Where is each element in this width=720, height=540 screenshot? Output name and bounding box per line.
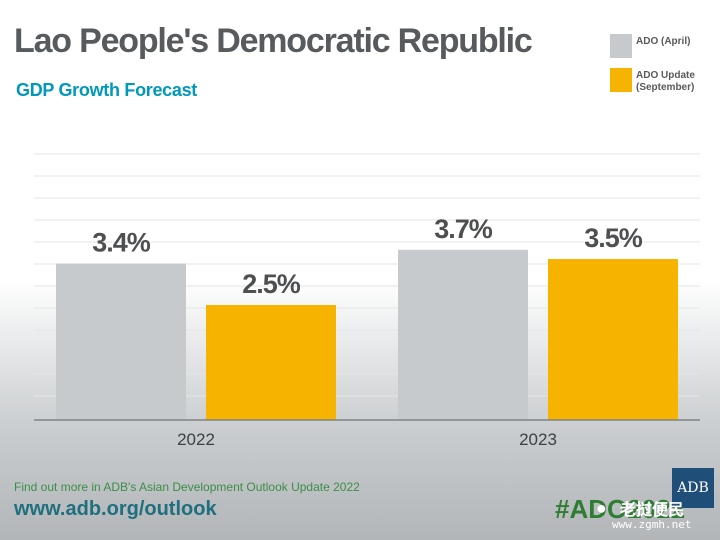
data-label-april-2023: 3.7% [434, 214, 493, 244]
adb-logo: ADB [672, 468, 714, 508]
bar-april-2023 [398, 249, 528, 420]
bar-april-2022 [56, 263, 186, 420]
legend-label-april: ADO (April) [636, 36, 691, 47]
wechat-icon: ● [596, 498, 607, 518]
footer-text: Find out more in ADB's Asian Development… [14, 480, 360, 494]
bar-update-2022 [206, 305, 336, 420]
footer-url-link[interactable]: www.adb.org/outlook [14, 498, 217, 520]
data-label-april-2022: 3.4% [92, 228, 151, 258]
watermark-url: www.zgmh.net [612, 518, 692, 531]
chart-subtitle: GDP Growth Forecast [16, 80, 198, 100]
x-tick-label-2022: 2022 [177, 430, 215, 449]
legend-label-update: ADO Update (September) [636, 70, 695, 93]
watermark-text: 老挝便民 [620, 502, 685, 519]
x-tick-label-2023: 2023 [519, 430, 557, 449]
legend-swatch-april [610, 34, 632, 58]
data-label-update-2022: 2.5% [242, 269, 301, 299]
legend-swatch-update [610, 68, 632, 92]
bar-update-2023 [548, 259, 678, 420]
hashtag: #ADO2022 [555, 494, 686, 524]
watermark: ● 老挝便民 www.zgmh.net [596, 496, 716, 536]
chart-title: Lao People's Democratic Republic [14, 22, 533, 60]
data-label-update-2023: 3.5% [584, 223, 643, 253]
